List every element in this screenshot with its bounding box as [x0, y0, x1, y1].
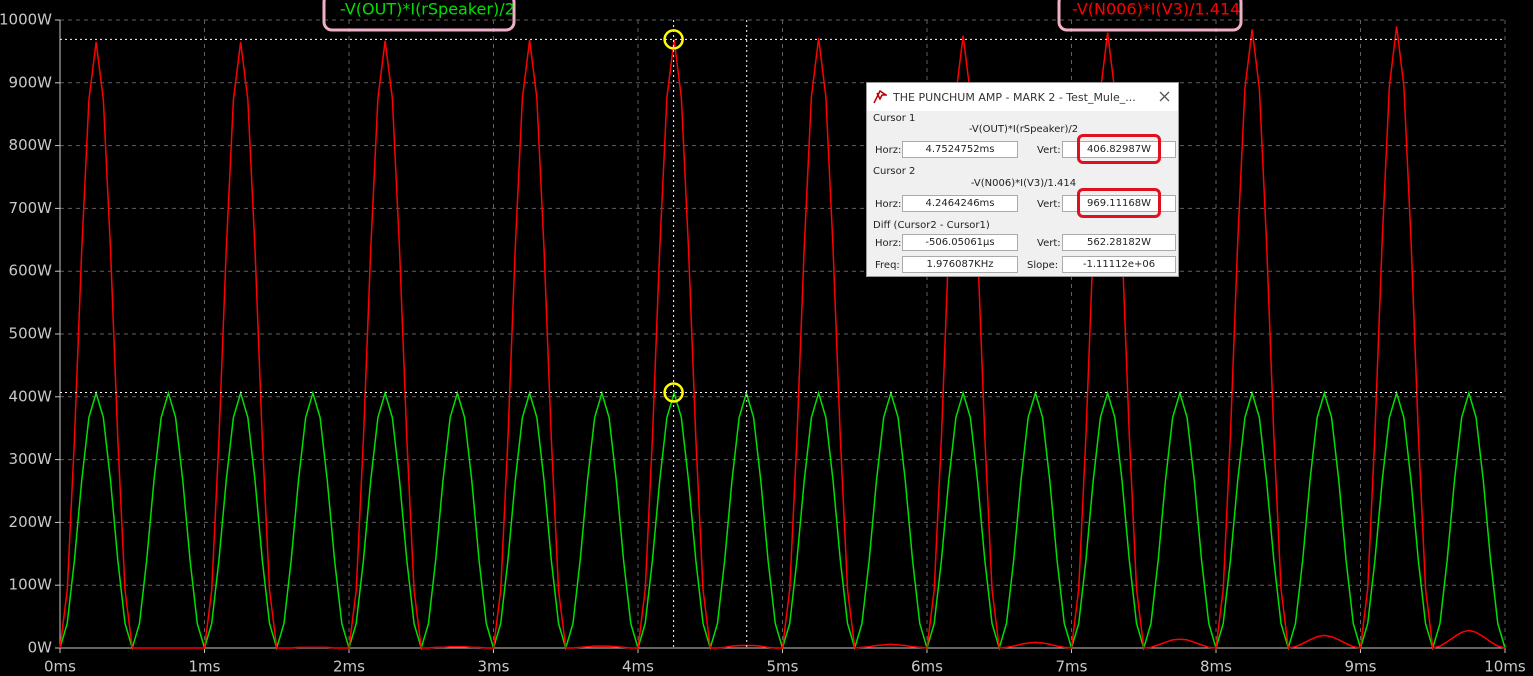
field-label: Horz:	[875, 145, 902, 156]
y-tick-label: 600W	[9, 262, 53, 280]
trace-name: -V(N006)*I(V3)/1.414	[970, 178, 1077, 189]
x-tick-label: 5ms	[767, 658, 799, 676]
field-label: Horz:	[875, 238, 902, 249]
legend-label: -V(OUT)*I(rSpeaker)/2	[340, 0, 515, 19]
title-bar: THE PUNCHUM AMP - MARK 2 - Test_Mule_...	[867, 83, 1178, 111]
field: -1.11112e+06	[1062, 256, 1176, 273]
field: 969.11168W	[1062, 195, 1176, 212]
field-label: Vert:	[1037, 145, 1061, 156]
field: 406.82987W	[1062, 141, 1176, 158]
highlight	[1077, 134, 1161, 164]
x-tick-label: 8ms	[1200, 658, 1232, 676]
y-tick-label: 300W	[9, 450, 53, 468]
x-tick-label: 7ms	[1056, 658, 1088, 676]
cursor-dialog: THE PUNCHUM AMP - MARK 2 - Test_Mule_...…	[866, 82, 1179, 277]
field: -506.05061µs	[902, 234, 1018, 251]
y-tick-label: 100W	[9, 576, 53, 594]
legend-label: -V(N006)*I(V3)/1.414	[1072, 0, 1240, 19]
x-tick-label: 4ms	[622, 658, 654, 676]
y-tick-label: 200W	[9, 513, 53, 531]
cursor-marker	[663, 382, 684, 403]
section-label: Cursor 1	[873, 113, 916, 124]
field: 1.976087KHz	[902, 256, 1018, 273]
y-tick-label: 1000W	[0, 11, 52, 29]
app-icon	[873, 90, 887, 104]
highlight	[322, 0, 516, 32]
section-label: Cursor 2	[873, 166, 916, 177]
grid: 0W 100W 200W 300W 400W 500W 600W 700W 800W 900W 10…	[0, 11, 1526, 676]
highlight	[1057, 0, 1243, 32]
y-tick-label: 800W	[9, 136, 53, 154]
cursor-marker	[663, 29, 684, 50]
field-label: Freq:	[875, 260, 900, 271]
field: 562.28182W	[1062, 234, 1176, 251]
trace-name: -V(OUT)*I(rSpeaker)/2	[968, 124, 1079, 135]
close-button[interactable]	[1159, 91, 1170, 102]
field: 4.2464246ms	[902, 195, 1018, 212]
y-tick-label: 400W	[9, 387, 53, 405]
series-line	[59, 26, 1506, 649]
x-tick-label: 10ms	[1484, 658, 1526, 676]
field-label: Slope:	[1027, 260, 1059, 271]
field-label: Horz:	[875, 199, 902, 210]
y-tick-label: 900W	[9, 73, 53, 91]
x-tick-label: 0ms	[44, 658, 76, 676]
x-tick-label: 6ms	[911, 658, 943, 676]
field-label: Vert:	[1037, 238, 1061, 249]
y-tick-label: 700W	[9, 199, 53, 217]
x-tick-label: 9ms	[1345, 658, 1377, 676]
field: 4.7524752ms	[902, 141, 1018, 158]
section-label: Diff (Cursor2 - Cursor1)	[873, 220, 990, 231]
x-tick-label: 2ms	[333, 658, 365, 676]
y-tick-label: 500W	[9, 325, 53, 343]
x-tick-label: 1ms	[189, 658, 221, 676]
highlight	[1077, 188, 1161, 218]
field-label: Vert:	[1037, 199, 1061, 210]
y-tick-label: 0W	[28, 639, 53, 657]
dialog-title: THE PUNCHUM AMP - MARK 2 - Test_Mule_...	[893, 90, 1136, 104]
x-tick-label: 3ms	[478, 658, 510, 676]
plot	[59, 20, 1506, 651]
